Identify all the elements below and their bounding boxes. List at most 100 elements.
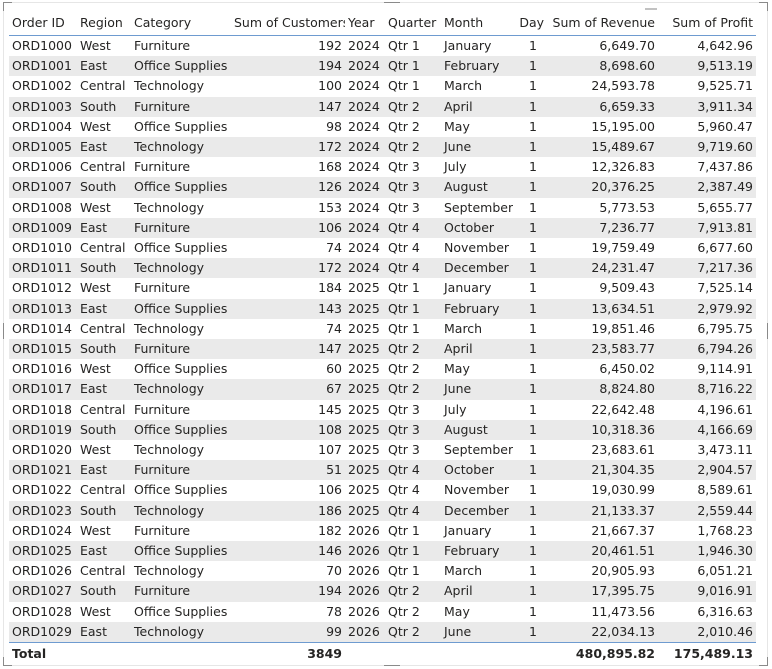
month-cell: May [441, 116, 513, 138]
customers-cell: 126 [231, 177, 345, 198]
resize-handle-left[interactable] [3, 323, 4, 339]
quarter-cell: Qtr 3 [385, 157, 441, 178]
resize-handle-bottom[interactable] [384, 665, 400, 666]
revenue-cell: 19,759.49 [547, 238, 658, 259]
total-customers: 3849 [231, 642, 345, 666]
table-row[interactable]: ORD1020 West Technology 107 2025 Qtr 3 Septemb… [9, 440, 756, 461]
table-row[interactable]: ORD1015 South Furniture 147 2025 Qtr 2 April 1 2… [9, 339, 756, 360]
region-cell: West [77, 35, 131, 57]
table-row[interactable]: ORD1029 East Technology 99 2026 Qtr 2 June 1 22,… [9, 621, 756, 643]
resize-handle-top[interactable] [384, 2, 400, 3]
table-row[interactable]: ORD1017 East Technology 67 2025 Qtr 2 June 1 8,8… [9, 379, 756, 400]
region-cell: East [77, 56, 131, 77]
table-visual[interactable]: Order ID Region Category Sum of Customer… [3, 2, 768, 666]
table-row[interactable]: ORD1024 West Furniture 182 2026 Qtr 1 January 1… [9, 520, 756, 542]
resize-handle-bottom-left[interactable] [3, 657, 12, 666]
order-id-cell: ORD1026 [9, 561, 77, 582]
category-cell: Office Supplies [131, 541, 231, 562]
column-header-quarter[interactable]: Quarter [385, 11, 441, 36]
table-row[interactable]: ORD1010 Central Office Supplies 74 2024 Qtr 4… [9, 238, 756, 259]
category-cell: Furniture [131, 217, 231, 239]
profit-cell: 7,437.86 [658, 157, 756, 178]
category-cell: Furniture [131, 339, 231, 360]
table-row[interactable]: ORD1027 South Furniture 194 2026 Qtr 2 April 1 1… [9, 581, 756, 602]
column-header-month[interactable]: Month [441, 11, 513, 36]
month-cell: June [441, 137, 513, 158]
order-id-cell: ORD1028 [9, 601, 77, 622]
table-row[interactable]: ORD1012 West Furniture 184 2025 Qtr 1 January 1… [9, 278, 756, 299]
resize-handle-top-right[interactable] [759, 2, 768, 11]
order-id-cell: ORD1009 [9, 217, 77, 239]
region-cell: South [77, 581, 131, 602]
table-row[interactable]: ORD1004 West Office Supplies 98 2024 Qtr 2 May… [9, 116, 756, 138]
resize-handle-bottom-right[interactable] [759, 657, 768, 666]
table-row[interactable]: ORD1009 East Furniture 106 2024 Qtr 4 October 1… [9, 217, 756, 239]
total-profit: 175,489.13 [658, 642, 756, 666]
table-row[interactable]: ORD1018 Central Furniture 145 2025 Qtr 3 July 1… [9, 399, 756, 420]
column-header-sum-of-revenue[interactable]: Sum of Revenue [547, 11, 658, 36]
table-row[interactable]: ORD1028 West Office Supplies 78 2026 Qtr 2 May… [9, 601, 756, 622]
table-row[interactable]: ORD1016 West Office Supplies 60 2025 Qtr 2 May… [9, 359, 756, 380]
table-row[interactable]: ORD1002 Central Technology 100 2024 Qtr 1 Marc… [9, 76, 756, 97]
year-cell: 2025 [345, 419, 385, 441]
day-cell: 1 [513, 541, 547, 562]
quarter-cell: Qtr 3 [385, 440, 441, 461]
profit-cell: 9,016.91 [658, 581, 756, 602]
region-cell: Central [77, 399, 131, 420]
region-cell: Central [77, 157, 131, 178]
quarter-cell: Qtr 2 [385, 96, 441, 117]
table-row[interactable]: ORD1001 East Office Supplies 194 2024 Qtr 1 Fe… [9, 56, 756, 77]
month-cell: March [441, 76, 513, 97]
table-row[interactable]: ORD1022 Central Office Supplies 106 2025 Qtr … [9, 480, 756, 501]
table-row[interactable]: ORD1023 South Technology 186 2025 Qtr 4 Decemb… [9, 500, 756, 521]
profit-cell: 9,525.71 [658, 76, 756, 97]
column-header-year[interactable]: Year [345, 11, 385, 36]
table-row[interactable]: ORD1014 Central Technology 74 2025 Qtr 1 March… [9, 318, 756, 340]
year-cell: 2025 [345, 318, 385, 340]
customers-cell: 192 [231, 35, 345, 57]
table-row[interactable]: ORD1008 West Technology 153 2024 Qtr 3 Septemb… [9, 197, 756, 218]
region-cell: East [77, 379, 131, 400]
table-row[interactable]: ORD1005 East Technology 172 2024 Qtr 2 June 1 15… [9, 137, 756, 158]
customers-cell: 168 [231, 157, 345, 178]
profit-cell: 2,387.49 [658, 177, 756, 198]
table-row[interactable]: ORD1025 East Office Supplies 146 2026 Qtr 1 Fe… [9, 541, 756, 562]
day-cell: 1 [513, 561, 547, 582]
column-header-category[interactable]: Category [131, 11, 231, 36]
customers-cell: 78 [231, 601, 345, 622]
region-cell: West [77, 520, 131, 542]
order-id-cell: ORD1008 [9, 197, 77, 218]
column-header-order-id[interactable]: Order ID [9, 11, 77, 36]
table-row[interactable]: ORD1011 South Technology 172 2024 Qtr 4 Decemb… [9, 258, 756, 279]
profit-cell: 2,559.44 [658, 500, 756, 521]
category-cell: Technology [131, 561, 231, 582]
customers-cell: 147 [231, 96, 345, 117]
column-header-day[interactable]: Day [513, 11, 547, 36]
region-cell: West [77, 197, 131, 218]
month-cell: December [441, 500, 513, 521]
column-header-region[interactable]: Region [77, 11, 131, 36]
quarter-cell: Qtr 2 [385, 339, 441, 360]
category-cell: Technology [131, 258, 231, 279]
table-row[interactable]: ORD1013 East Office Supplies 143 2025 Qtr 1 Fe… [9, 298, 756, 319]
revenue-cell: 21,304.35 [547, 460, 658, 481]
table-row[interactable]: ORD1000 West Furniture 192 2024 Qtr 1 January 1… [9, 35, 756, 57]
column-header-sum-of-customers[interactable]: Sum of Customers [231, 11, 345, 36]
column-header-sum-of-profit[interactable]: Sum of Profit [658, 11, 756, 36]
table-row[interactable]: ORD1026 Central Technology 70 2026 Qtr 1 March… [9, 561, 756, 582]
region-cell: Central [77, 76, 131, 97]
region-cell: East [77, 298, 131, 319]
category-cell: Technology [131, 440, 231, 461]
order-id-cell: ORD1021 [9, 460, 77, 481]
table-row[interactable]: ORD1003 South Furniture 147 2024 Qtr 2 April 1 6… [9, 96, 756, 117]
resize-handle-right[interactable] [767, 323, 768, 339]
table-row[interactable]: ORD1021 East Furniture 51 2025 Qtr 4 October 1 2… [9, 460, 756, 481]
region-cell: East [77, 137, 131, 158]
table-row[interactable]: ORD1006 Central Furniture 168 2024 Qtr 3 July 1… [9, 157, 756, 178]
revenue-cell: 24,593.78 [547, 76, 658, 97]
region-cell: South [77, 96, 131, 117]
resize-handle-top-left[interactable] [3, 2, 12, 11]
customers-cell: 98 [231, 116, 345, 138]
